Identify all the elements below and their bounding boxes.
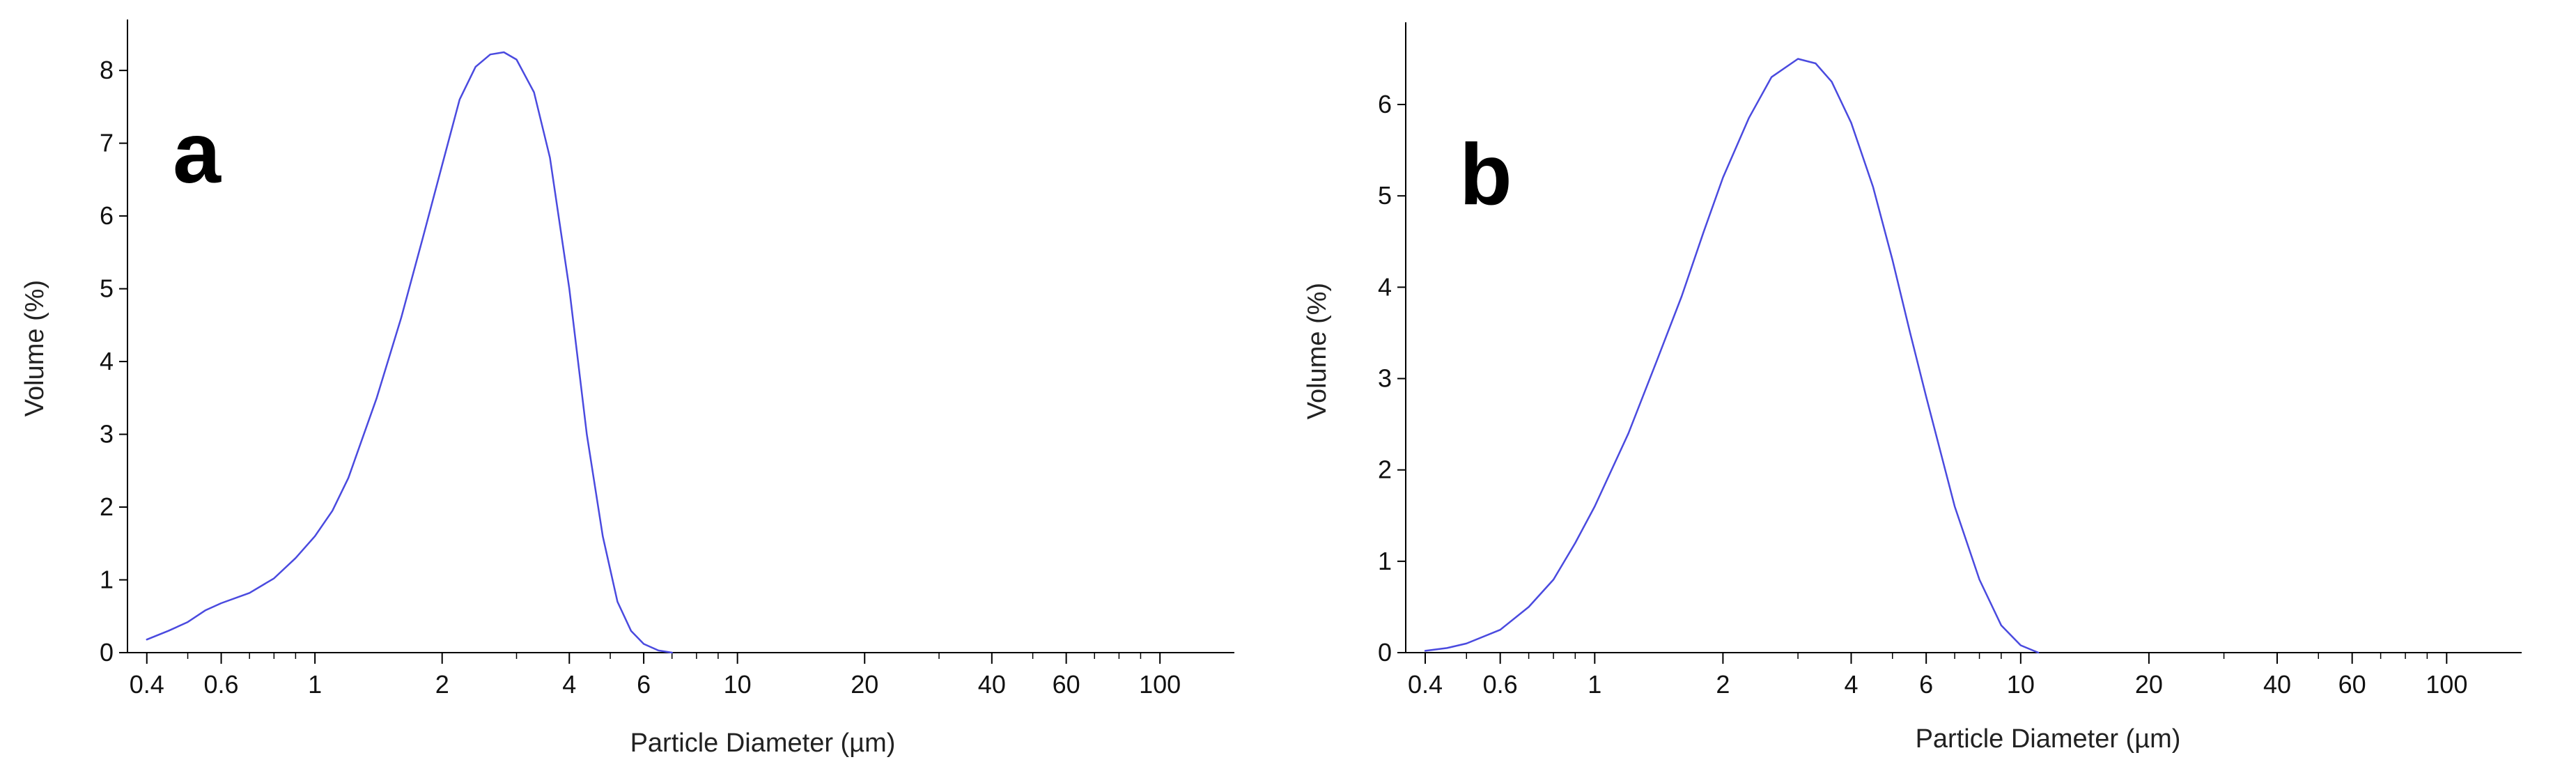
- x-tick-label-b: 100: [2426, 670, 2467, 699]
- x-tick-label-a: 20: [851, 670, 878, 699]
- distribution-curve-b: [1424, 58, 2040, 654]
- y-tick-label-a: 4: [100, 347, 114, 375]
- x-tick-label-b: 4: [1844, 670, 1858, 699]
- x-tick-label-a: 4: [562, 670, 576, 699]
- x-axis-title-b: Particle Diameter (µm): [1916, 724, 2181, 754]
- x-tick-label-b: 6: [1919, 670, 1933, 699]
- x-tick-label-a: 0.6: [204, 670, 239, 699]
- y-tick-label-b: 6: [1378, 90, 1392, 118]
- panel-label-b: b: [1459, 127, 1512, 223]
- x-tick-label-b: 1: [1588, 670, 1601, 699]
- x-axis-title-a: Particle Diameter (µm): [630, 729, 896, 758]
- y-tick-label-a: 6: [100, 201, 114, 230]
- x-tick-label-b: 2: [1716, 670, 1730, 699]
- panel-label-a: a: [173, 105, 222, 201]
- x-tick-label-b: 0.4: [1408, 670, 1443, 699]
- x-tick-label-b: 10: [2007, 670, 2035, 699]
- y-tick-label-b: 4: [1378, 272, 1392, 301]
- y-tick-label-a: 8: [100, 56, 114, 84]
- x-tick-label-a: 0.4: [130, 670, 164, 699]
- y-tick-label-b: 5: [1378, 181, 1392, 210]
- x-tick-label-a: 40: [978, 670, 1006, 699]
- y-tick-label-a: 5: [100, 274, 114, 303]
- y-axis-title-a: Volume (%): [20, 280, 49, 417]
- y-tick-label-a: 3: [100, 420, 114, 449]
- x-tick-label-a: 2: [435, 670, 449, 699]
- x-tick-label-a: 1: [308, 670, 322, 699]
- chart-panel-b: b Volume (%) Particle Diameter (µm) 0 1 2 3…: [1303, 22, 2522, 754]
- y-tick-label-a: 2: [100, 492, 114, 521]
- x-tick-label-a: 10: [724, 670, 752, 699]
- y-tick-label-b: 0: [1378, 638, 1392, 667]
- y-tick-label-a: 7: [100, 129, 114, 157]
- y-tick-label-b: 3: [1378, 364, 1392, 393]
- x-tick-label-a: 60: [1053, 670, 1080, 699]
- x-tick-label-b: 20: [2135, 670, 2163, 699]
- distribution-curve-a: [146, 51, 673, 654]
- x-tick-label-b: 60: [2338, 670, 2366, 699]
- x-tick-label-b: 40: [2263, 670, 2291, 699]
- y-axis-title-b: Volume (%): [1303, 283, 1332, 419]
- chart-panel-a: a Volume (%) Particle Diameter (µm) 0 1 2 3…: [20, 20, 1234, 758]
- x-tick-label-a: 100: [1139, 670, 1181, 699]
- y-tick-label-b: 1: [1378, 547, 1392, 575]
- x-tick-label-b: 0.6: [1483, 670, 1518, 699]
- x-tick-label-a: 6: [637, 670, 651, 699]
- y-tick-label-a: 1: [100, 566, 114, 594]
- y-tick-label-a: 0: [100, 638, 114, 667]
- y-tick-label-b: 2: [1378, 456, 1392, 484]
